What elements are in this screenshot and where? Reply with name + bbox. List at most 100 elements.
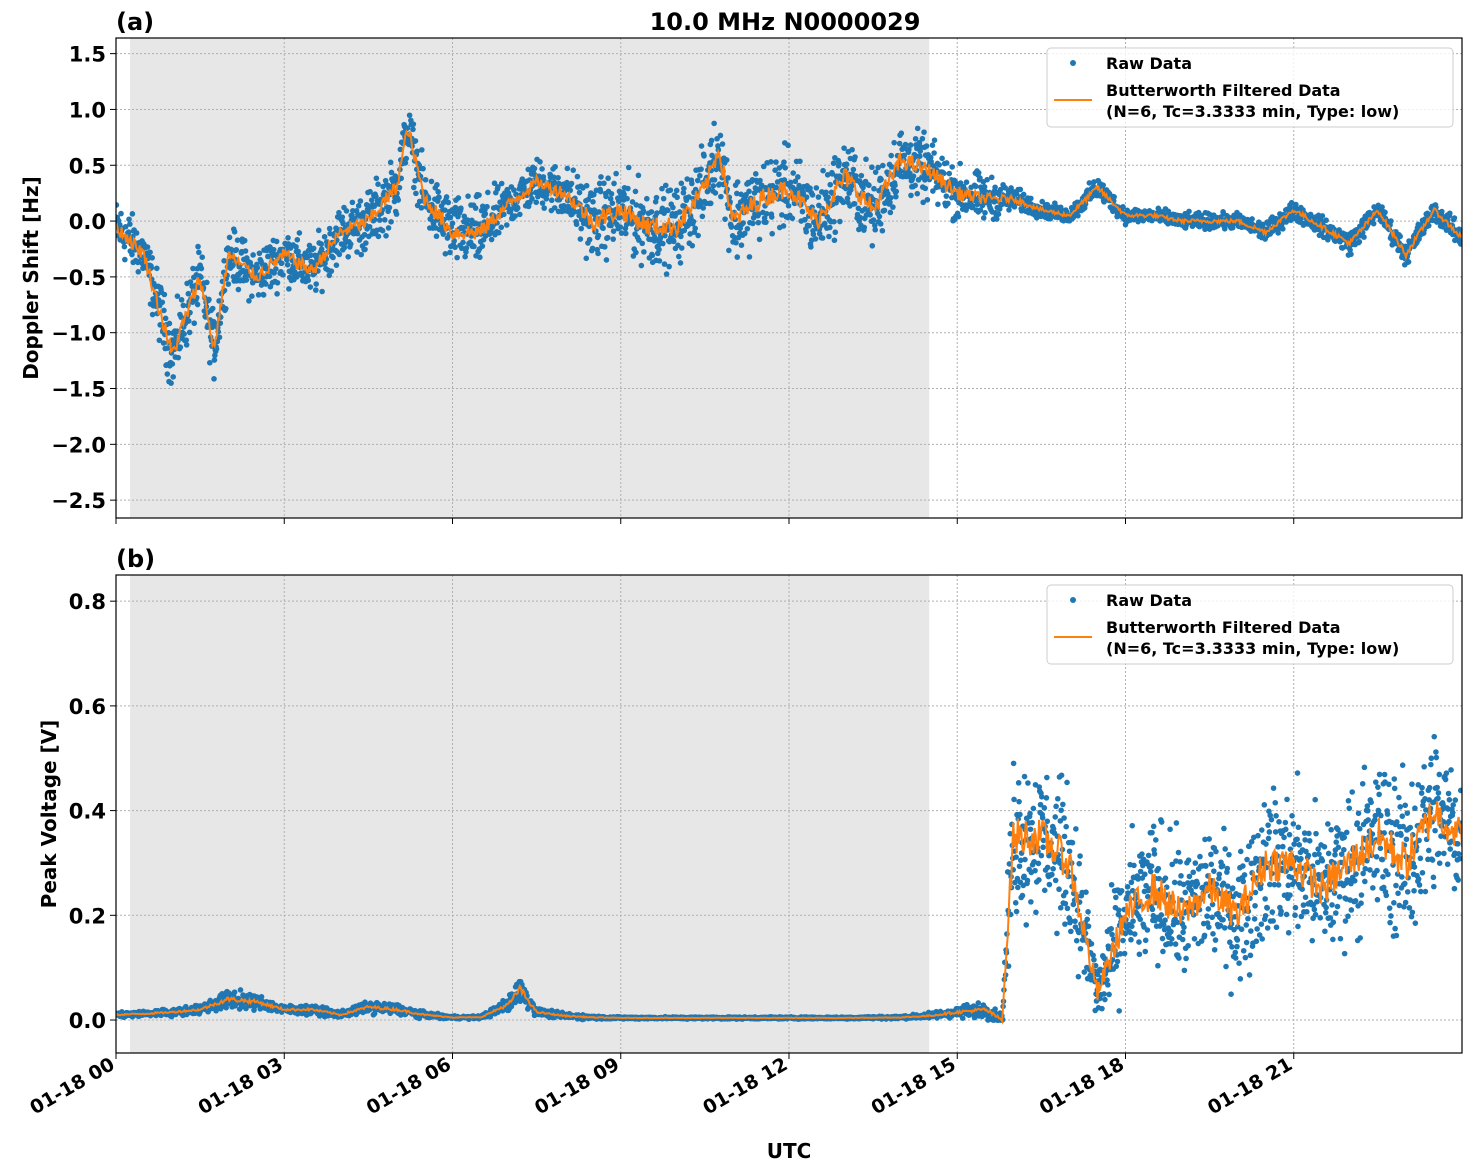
raw-point bbox=[708, 137, 715, 144]
raw-point bbox=[178, 297, 185, 303]
raw-point bbox=[872, 226, 879, 233]
raw-point bbox=[551, 174, 557, 181]
raw-point bbox=[196, 249, 202, 256]
raw-point bbox=[869, 164, 875, 171]
raw-point bbox=[734, 179, 741, 185]
raw-point bbox=[577, 236, 584, 242]
raw-point bbox=[576, 189, 583, 196]
raw-point bbox=[223, 1004, 230, 1011]
raw-point bbox=[387, 159, 394, 166]
raw-point bbox=[898, 130, 905, 137]
raw-point bbox=[763, 211, 770, 217]
raw-point bbox=[433, 233, 440, 240]
raw-point bbox=[1425, 222, 1432, 229]
raw-point bbox=[385, 225, 392, 231]
raw-point bbox=[604, 234, 611, 241]
raw-point bbox=[1020, 191, 1027, 198]
raw-point bbox=[129, 211, 136, 217]
raw-point bbox=[689, 180, 695, 187]
raw-point bbox=[912, 135, 919, 142]
raw-point bbox=[174, 328, 180, 334]
raw-point bbox=[841, 145, 847, 151]
raw-point bbox=[443, 194, 450, 200]
raw-point bbox=[795, 174, 801, 180]
raw-point bbox=[161, 307, 167, 314]
raw-point bbox=[1356, 239, 1363, 245]
raw-point bbox=[848, 183, 855, 189]
raw-point bbox=[852, 154, 858, 160]
raw-point bbox=[318, 246, 325, 252]
raw-point bbox=[887, 199, 893, 206]
raw-point bbox=[929, 142, 936, 148]
raw-point bbox=[305, 273, 311, 279]
raw-point bbox=[539, 200, 546, 206]
raw-point bbox=[840, 199, 847, 206]
raw-point bbox=[273, 266, 279, 272]
y-tick-label: −1.0 bbox=[51, 322, 106, 346]
raw-point bbox=[1397, 233, 1403, 240]
raw-point bbox=[943, 193, 950, 199]
raw-point bbox=[701, 153, 707, 159]
raw-point bbox=[564, 165, 571, 172]
raw-point bbox=[221, 258, 227, 264]
raw-point bbox=[488, 236, 495, 243]
raw-point bbox=[624, 195, 630, 202]
raw-point bbox=[491, 180, 498, 187]
raw-point bbox=[919, 135, 926, 142]
raw-point bbox=[681, 185, 687, 192]
raw-point bbox=[463, 245, 470, 251]
panel-b: 0.80.60.40.20.0(b)Peak Voltage [V]Raw Da… bbox=[37, 545, 1463, 1059]
raw-point bbox=[974, 201, 981, 208]
raw-point bbox=[388, 219, 394, 225]
raw-point bbox=[685, 222, 691, 229]
raw-point bbox=[829, 171, 836, 177]
raw-point bbox=[340, 220, 346, 227]
raw-point bbox=[887, 194, 894, 201]
raw-point bbox=[901, 152, 908, 159]
y-tick-label: 0.0 bbox=[69, 210, 106, 234]
raw-point bbox=[949, 164, 956, 170]
raw-point bbox=[600, 225, 606, 232]
raw-point bbox=[583, 255, 590, 262]
legend-raw-marker bbox=[1070, 60, 1076, 66]
raw-point bbox=[286, 286, 292, 292]
raw-point bbox=[697, 172, 703, 179]
raw-point bbox=[561, 203, 567, 209]
raw-point bbox=[661, 261, 668, 267]
raw-point bbox=[610, 236, 616, 242]
raw-point bbox=[375, 233, 382, 240]
raw-point bbox=[773, 159, 779, 165]
raw-point bbox=[740, 220, 746, 226]
raw-point bbox=[234, 237, 241, 243]
raw-point bbox=[757, 177, 763, 184]
raw-point bbox=[1439, 208, 1445, 215]
raw-point bbox=[315, 227, 322, 234]
raw-point bbox=[917, 148, 924, 154]
raw-point bbox=[149, 311, 156, 318]
raw-point bbox=[133, 230, 140, 236]
raw-point bbox=[878, 176, 884, 183]
raw-point bbox=[1075, 212, 1081, 219]
raw-point bbox=[823, 189, 829, 196]
raw-point bbox=[410, 126, 416, 133]
raw-point bbox=[445, 199, 452, 206]
raw-point bbox=[858, 172, 865, 179]
y-tick-label: 0.8 bbox=[69, 590, 106, 614]
raw-point bbox=[618, 230, 625, 236]
raw-point bbox=[689, 242, 696, 249]
raw-point bbox=[670, 238, 677, 245]
raw-point bbox=[1017, 186, 1024, 193]
raw-point bbox=[843, 161, 850, 168]
raw-point bbox=[779, 212, 785, 218]
raw-point bbox=[633, 202, 640, 208]
raw-point bbox=[662, 232, 668, 239]
raw-point bbox=[656, 246, 662, 253]
raw-point bbox=[412, 138, 419, 144]
raw-point bbox=[738, 191, 744, 198]
raw-point bbox=[274, 291, 280, 297]
raw-point bbox=[355, 203, 362, 209]
raw-point bbox=[166, 320, 173, 327]
y-tick-label: −2.5 bbox=[51, 489, 106, 513]
raw-point bbox=[670, 204, 676, 211]
